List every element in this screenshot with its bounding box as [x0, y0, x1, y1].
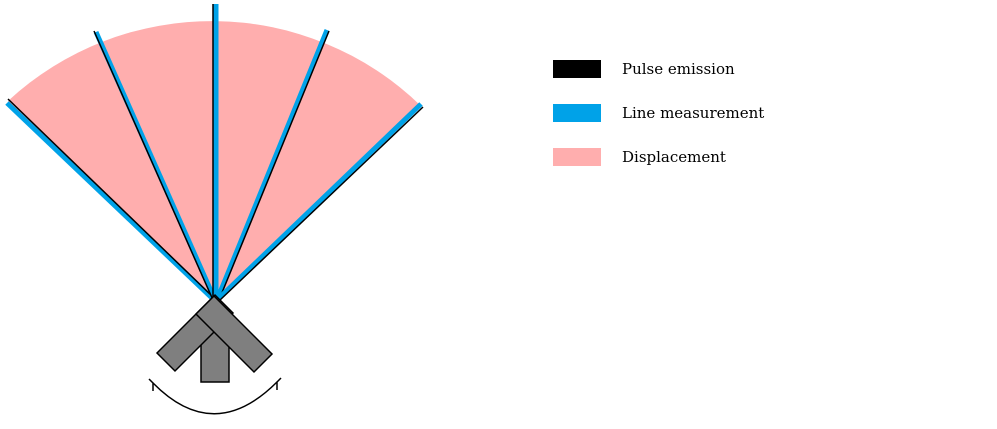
legend-label-line-measurement: Line measurement [622, 104, 765, 122]
legend-swatch-displacement [553, 148, 601, 166]
scan-ray-1 [5, 98, 216, 302]
scan-ray-2 [93, 30, 218, 302]
tripod-scanner-icon [155, 293, 274, 383]
legend-swatch-pulse-emission [553, 60, 601, 78]
legend-swatch-line-measurement [553, 104, 601, 122]
scan-ray-5 [215, 102, 424, 302]
legend-label-displacement: Displacement [622, 148, 726, 166]
scan-rays [5, 4, 424, 302]
legend-label-pulse-emission: Pulse emission [622, 60, 735, 78]
rotation-arrow-icon [148, 377, 282, 415]
scanner-right-arm [194, 294, 274, 374]
scan-ray-4 [214, 29, 330, 301]
scan-diagram [5, 4, 424, 415]
scan-ray-3 [212, 4, 219, 300]
